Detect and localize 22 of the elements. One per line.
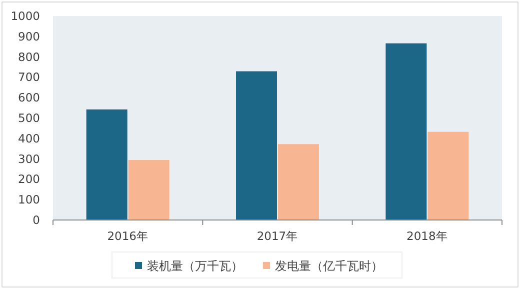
y-tick-label: 200 [18, 172, 40, 186]
y-tick-label: 900 [18, 29, 40, 44]
y-tick-label: 600 [18, 90, 40, 105]
y-tick-label: 700 [18, 70, 40, 84]
y-tick-label: 300 [18, 152, 40, 166]
bar [386, 43, 427, 220]
bar [428, 132, 469, 220]
x-tick-label: 2018年 [406, 229, 448, 243]
bar [86, 109, 128, 220]
x-tick-label: 2016年 [107, 229, 148, 243]
y-tick-label: 400 [18, 131, 40, 146]
bar [236, 71, 277, 220]
y-tick-label: 800 [18, 50, 40, 64]
y-tick-label: 1000 [10, 9, 40, 23]
x-tick-label: 2017年 [256, 229, 298, 243]
bar [278, 144, 319, 220]
legend-label: 发电量（亿千瓦时） [275, 259, 383, 273]
y-tick-label: 0 [32, 213, 40, 227]
legend-label: 装机量（万千瓦） [147, 259, 243, 273]
y-tick-label: 100 [18, 192, 40, 207]
y-tick-label: 500 [18, 111, 40, 125]
bar [128, 160, 170, 220]
